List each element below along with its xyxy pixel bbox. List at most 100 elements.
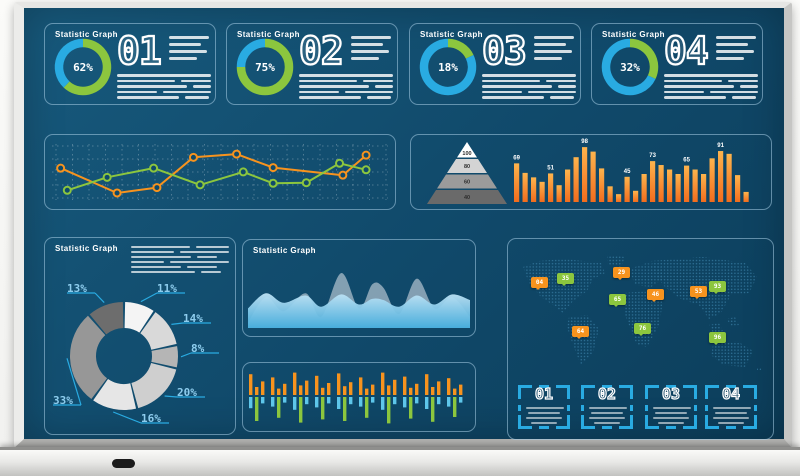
map-pin-orange: 46 [647,289,664,302]
bar-value-label: 45 [624,169,631,175]
text-line [664,96,726,99]
data-point-marker [102,172,112,182]
down-bar-green [453,397,457,417]
marker-pen [112,459,135,468]
down-bar-blue [425,397,429,409]
bracket-dash [518,405,521,411]
bracket-number: 04 [721,385,741,403]
text-line-row [351,36,393,39]
bracket-number: 02 [597,385,617,403]
text-line [131,246,190,248]
bracket-dash [726,385,736,388]
text-line [117,90,157,93]
continent-shape [711,341,753,367]
bar-value-label: 51 [547,165,554,171]
bracket-corner [705,415,719,429]
continent-shape [709,323,723,333]
bracket-corner [705,385,719,399]
text-line [169,50,207,53]
up-bar [365,388,369,395]
pie-card: Statistic Graph 11% 14% 8% 20% 16% 33% 13% [44,237,236,435]
text-line [558,85,576,88]
donut-value-arc [63,38,112,96]
bracket-corner [581,385,595,399]
bracket-corner [518,385,532,399]
bar [675,174,681,202]
text-line-row [117,74,211,77]
placeholder-text-lines [534,36,576,64]
placeholder-text-lines [169,36,211,64]
text-line [534,36,574,39]
pie-segment [139,312,177,351]
text-line [299,96,361,99]
down-bar-blue [293,397,297,410]
text-line-row [664,90,758,93]
up-bar [343,386,347,395]
text-line [716,43,748,46]
down-bar-green [387,397,391,424]
text-line [528,412,560,414]
text-line [728,79,758,82]
text-line [180,251,229,253]
pie-segment [89,302,125,335]
up-bar [393,379,397,395]
up-bar [381,372,385,395]
up-bar [321,387,325,395]
text-line [117,96,179,99]
up-bar [327,383,331,395]
text-line-row [664,74,758,77]
text-line-row [534,57,576,60]
up-bar [277,388,281,395]
text-line-row [117,85,211,88]
down-bar-blue [459,397,463,403]
text-line [653,417,689,419]
marker-tray [0,447,800,476]
up-bar [459,384,463,395]
text-line-row [716,57,758,60]
down-bar-blue [337,397,341,409]
donut-percent-label: 62% [73,61,93,74]
bar [684,165,690,202]
stat-number: 04 [663,29,710,73]
continent-shape [567,315,599,365]
text-line-row [534,43,576,46]
stat-card-title: Statistic Graph [55,30,118,39]
text-line [363,79,393,82]
donut-percent-label: 32% [620,61,640,74]
map-pin-orange: 64 [572,326,589,339]
donut-percent-label: 18% [438,61,458,74]
text-line-row [664,79,758,82]
placeholder-text-lines [131,246,229,276]
data-point-marker [335,158,345,168]
text-line [664,79,722,82]
down-bar-blue [415,397,419,404]
text-line [664,74,758,77]
bracket-corner [645,415,659,429]
down-bar-blue [381,397,385,410]
text-line [299,85,369,88]
bar [514,163,520,202]
down-bar-green [343,397,347,421]
bracket-lines [713,407,751,427]
text-line-row [131,266,229,268]
bar [565,169,571,202]
label-leader-line [67,292,105,304]
bar [616,194,622,202]
area-chart [248,273,470,328]
label-leader-line [180,352,219,358]
map-pin-orange: 29 [613,267,630,280]
stat-card-title: Statistic Graph [420,30,483,39]
text-line [534,43,566,46]
continent-shape [523,259,605,313]
text-line-row [716,50,758,53]
bracket-number: 03 [661,385,681,403]
donut-chart: 18% [419,38,477,96]
bidirectional-bar-card [242,362,476,432]
bar [624,176,630,202]
bracket-dash [705,405,708,411]
text-line [664,90,704,93]
text-line [367,96,391,99]
pie-segment [151,346,178,368]
up-bar [299,385,303,395]
bracket-dash [602,426,612,429]
